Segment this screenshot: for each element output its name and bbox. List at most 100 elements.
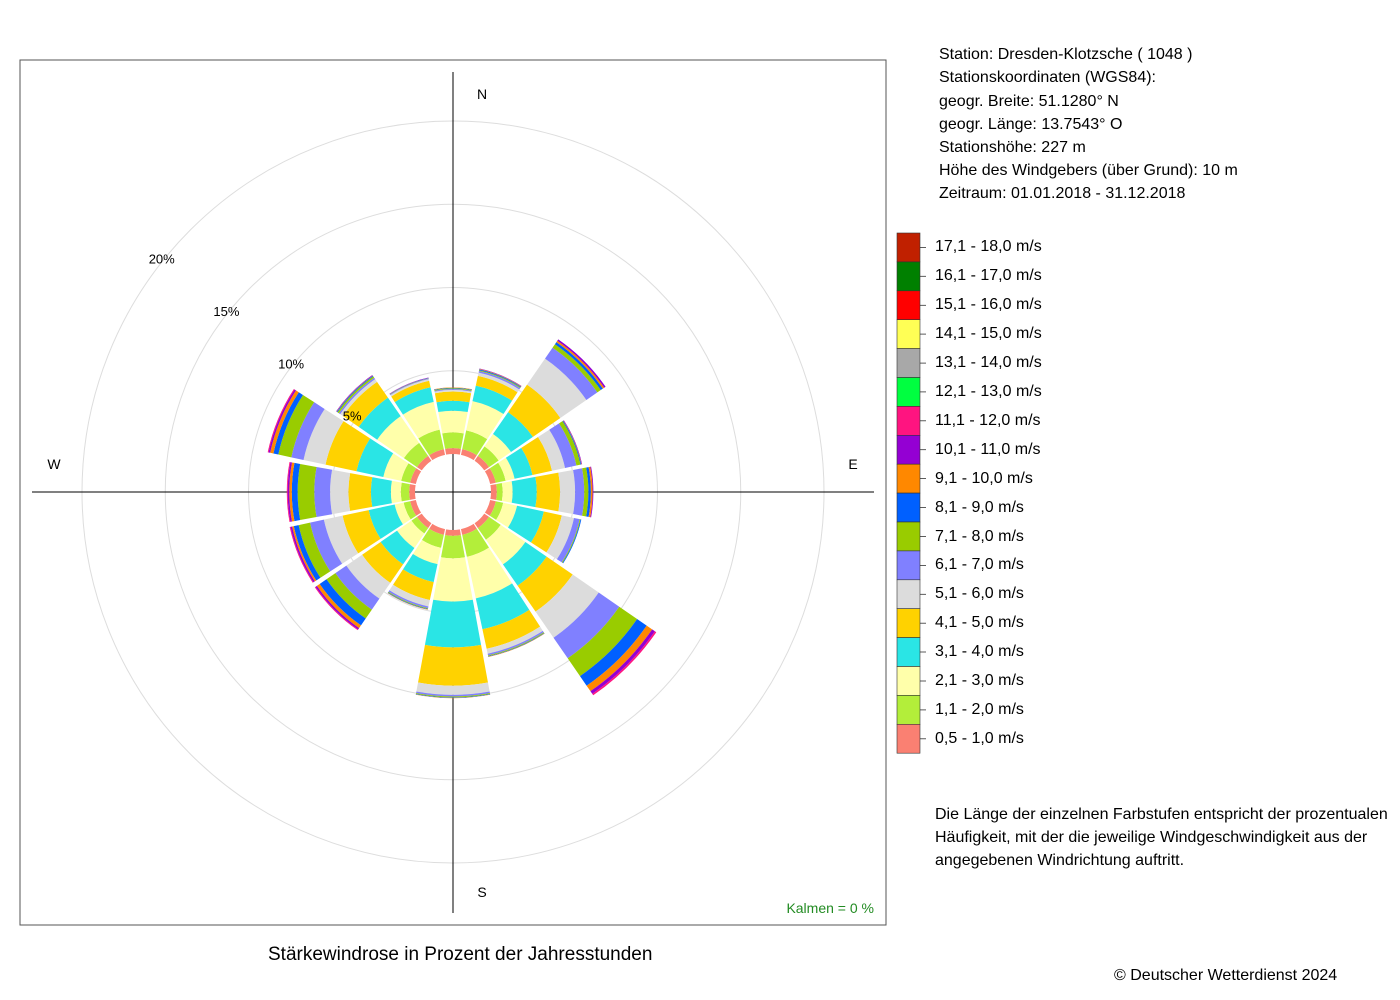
sector-n-bin-9 [434, 387, 472, 390]
sector-ese-bin-6 [546, 515, 574, 560]
legend-swatch-7 [896, 550, 921, 581]
sector-ene-bin-7 [549, 423, 577, 468]
sector-w-bin-2 [400, 482, 410, 502]
sector-s-bin-5 [418, 644, 488, 686]
sector-s-bin-6 [416, 682, 490, 695]
sector-e-bin-9 [586, 467, 591, 517]
sector-wnw-bin-7 [291, 402, 325, 460]
sector-ne-bin-7 [545, 347, 598, 400]
legend-label-17: 16,1 - 17,0 m/s [935, 267, 1042, 285]
chart-title: Stärkewindrose in Prozent der Jahresstun… [268, 944, 653, 965]
sector-wsw-bin-10 [292, 526, 317, 582]
sector-ssw-bin-2 [421, 528, 444, 548]
sector-wnw-bin-11 [268, 389, 296, 453]
compass-label-s: S [477, 884, 486, 900]
legend-label-6: 5,1 - 6,0 m/s [935, 585, 1024, 603]
sector-se-bin-5 [517, 556, 573, 612]
sector-ne-bin-9 [554, 342, 603, 391]
sector-w-bin-4 [370, 477, 392, 507]
sector-sse-bin-2 [462, 528, 490, 557]
sector-ssw-bin-8 [388, 591, 429, 609]
sector-w-bin-10 [289, 462, 295, 522]
ring-label-10: 10% [278, 356, 304, 371]
sector-wsw-bin-8 [298, 522, 331, 578]
legend-swatch-16 [896, 290, 921, 320]
sector-wnw-bin-4 [356, 438, 394, 478]
sector-ese-bin-7 [556, 517, 580, 563]
sector-nnw-bin-1 [429, 449, 446, 461]
sector-ese-bin-3 [496, 502, 518, 528]
sector-w-bin-8 [297, 463, 317, 521]
sector-w-bin-7 [314, 466, 333, 518]
sector-sw-bin-4 [380, 530, 415, 565]
sector-wnw-bin-9 [273, 392, 303, 455]
sector-nnw-bin-2 [418, 429, 444, 456]
sector-e-bin-3 [501, 481, 513, 503]
sector-nw-bin-8 [337, 376, 375, 414]
sector-s-bin-2 [441, 535, 465, 559]
sector-ne-bin-10 [556, 340, 605, 389]
sector-nne-bin-6 [477, 372, 520, 393]
legend-swatch-10 [896, 463, 921, 494]
sector-e-bin-4 [511, 476, 537, 508]
sector-wnw-bin-8 [278, 394, 315, 458]
sector-ssw-bin-3 [412, 539, 442, 565]
sector-e-bin-6 [558, 469, 576, 515]
sector-ese-bin-5 [531, 511, 562, 553]
sector-w-bin-5 [348, 473, 373, 511]
compass-label-e: E [848, 456, 857, 472]
sector-n-bin-7 [434, 389, 472, 392]
sector-nw-bin-1 [416, 455, 432, 471]
sensor-height: Höhe des Windgebers (über Grund): 10 m [939, 162, 1238, 179]
sector-sw-bin-9 [319, 579, 366, 626]
sector-ene-bin-2 [489, 462, 506, 483]
sector-ene-bin-1 [484, 468, 496, 485]
legend-swatch-3 [896, 666, 921, 696]
legend-swatch-17 [896, 261, 921, 292]
ring-labels: 5% 10% 15% 20% [149, 252, 362, 424]
sector-sw-bin-1 [416, 513, 432, 529]
compass-label-n: N [477, 86, 487, 102]
sector-s-bin-8 [415, 693, 491, 698]
sector-ssw-bin-7 [388, 590, 429, 609]
sector-sw-bin-5 [362, 541, 404, 583]
sector-se-bin-8 [567, 606, 638, 677]
sector-se-bin-11 [590, 629, 655, 694]
legend-swatch-1 [896, 723, 921, 754]
sector-w-bin-12 [286, 462, 291, 522]
sector-wsw-bin-2 [403, 501, 417, 520]
sector-w-bin-1 [409, 484, 416, 500]
sector-nw-bin-4 [358, 397, 401, 440]
sector-nne-bin-7 [478, 371, 521, 390]
sector-sw-bin-7 [335, 565, 380, 610]
sector-se-bin-1 [474, 513, 490, 529]
sector-nnw-bin-4 [394, 387, 434, 415]
sector-ne-bin-8 [552, 344, 601, 393]
sector-ene-bin-5 [521, 436, 553, 475]
sector-nnw-bin-5 [391, 380, 431, 403]
legend-label-16: 15,1 - 16,0 m/s [935, 296, 1042, 314]
legend-label-12: 11,1 - 12,0 m/s [935, 411, 1041, 429]
sector-n-bin-1 [445, 448, 461, 455]
sector-sw-bin-2 [411, 516, 429, 534]
legend-label-13: 12,1 - 13,0 m/s [935, 382, 1042, 400]
sector-w-bin-3 [390, 480, 402, 504]
legend-swatch-2 [896, 695, 921, 725]
legend-swatch-12 [896, 406, 921, 436]
sector-ene-bin-4 [505, 447, 533, 479]
legend-label-11: 10,1 - 11,0 m/s [935, 440, 1041, 458]
legend-label-10: 9,1 - 10,0 m/s [935, 469, 1033, 487]
station-height: Stationshöhe: 227 m [939, 139, 1086, 156]
sector-wnw-bin-10 [270, 390, 299, 454]
sector-s-bin-4 [424, 599, 482, 648]
sector-nw-bin-7 [338, 377, 376, 415]
copyright: © Deutscher Wetterdienst 2024 [1114, 967, 1338, 984]
sector-nnw-bin-3 [402, 401, 440, 439]
sector-se-bin-10 [586, 625, 653, 692]
sector-ssw-bin-4 [402, 553, 438, 583]
legend-label-2: 1,1 - 2,0 m/s [935, 700, 1024, 718]
sector-s-bin-9 [415, 693, 491, 698]
sector-wsw-bin-5 [342, 510, 381, 554]
sector-ne-bin-1 [474, 455, 490, 471]
